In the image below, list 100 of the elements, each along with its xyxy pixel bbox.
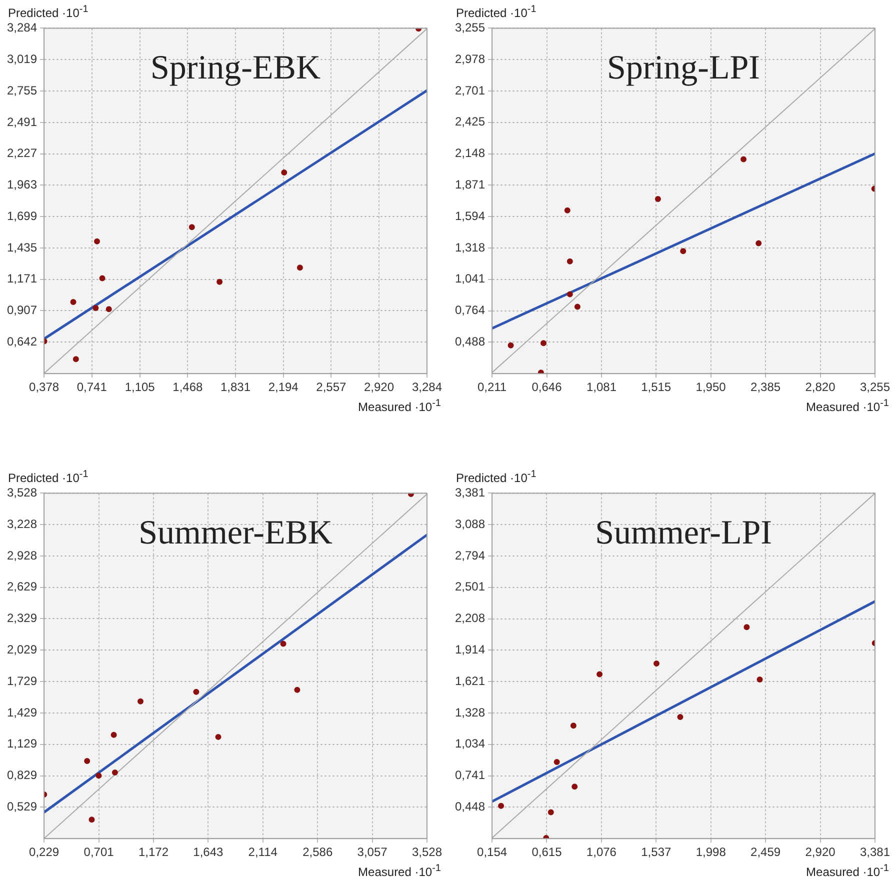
point (572, 784, 578, 790)
x-tick-label: 1,081 (586, 380, 617, 394)
point (566, 258, 573, 264)
x-tick-label: 1,105 (124, 380, 156, 394)
y-tick-label: 1,171 (7, 272, 38, 286)
point (84, 758, 90, 764)
x-axis-title: Measured ·10$^{-1}$ (806, 863, 889, 879)
point (654, 660, 660, 666)
x-tick-label: 0,741 (76, 380, 108, 394)
y-tick-label: 2,329 (7, 611, 38, 626)
y-tick-label: 2,701 (455, 83, 486, 98)
point (570, 722, 576, 729)
y-tick-label: 3,284 (7, 20, 38, 35)
point (112, 770, 118, 776)
x-tick-label: 1,831 (220, 380, 251, 394)
x-tick-label: 1,172 (138, 845, 169, 860)
y-tick-label: 0,642 (7, 334, 38, 349)
y-tick-label: 1,621 (455, 674, 486, 688)
y-tick-label: 3,228 (7, 516, 38, 531)
x-tick-label: 0,378 (29, 380, 60, 394)
x-tick-label: 0,211 (477, 380, 507, 394)
y-tick-label: 2,227 (7, 146, 38, 160)
x-tick-label: 1,537 (641, 845, 672, 860)
point (215, 734, 222, 740)
y-tick-label: 3,528 (7, 486, 38, 500)
x-tick-label: 3,528 (412, 845, 442, 860)
point (540, 340, 546, 346)
point (654, 196, 661, 202)
x-tick-label: 0,154 (477, 845, 508, 860)
y-tick-label: 1,041 (455, 272, 486, 286)
x-tick-label: 2,459 (750, 845, 781, 860)
point (744, 624, 750, 630)
x-tick-label: 0,615 (532, 845, 562, 860)
x-tick-label: 2,586 (302, 845, 333, 860)
point (137, 698, 144, 704)
y-tick-label: 1,914 (455, 642, 486, 657)
y-tick-label: 1,328 (455, 705, 486, 720)
x-tick-label: 3,057 (357, 845, 388, 860)
y-tick-label: 0,529 (7, 800, 38, 814)
point (280, 640, 286, 647)
x-tick-label: 3,255 (860, 380, 890, 394)
x-tick-label: 2,114 (248, 845, 278, 860)
x-tick-label: 1,515 (641, 380, 672, 394)
x-tick-label: 0,229 (29, 845, 60, 860)
point (99, 275, 106, 282)
point (564, 207, 570, 214)
y-tick-label: 0,764 (455, 303, 486, 318)
y-tick-label: 2,425 (455, 114, 486, 129)
x-axis-title: Measured ·10$^{-1}$ (806, 398, 889, 414)
x-axis-title: Measured ·10$^{-1}$ (358, 863, 441, 879)
point (680, 248, 686, 254)
y-tick-label: 2,029 (7, 642, 38, 656)
point (756, 240, 762, 246)
y-tick-label: 2,208 (455, 611, 486, 626)
point (756, 676, 763, 683)
y-tick-label: 3,088 (455, 516, 486, 531)
y-tick-label: 0,907 (7, 303, 38, 318)
y-tick-label: 1,435 (7, 240, 38, 254)
point (96, 772, 102, 779)
y-tick-label: 0,829 (7, 768, 38, 782)
point (193, 688, 200, 695)
y-tick-label: 2,928 (7, 548, 38, 562)
x-tick-label: 2,557 (316, 380, 347, 394)
x-tick-label: 1,643 (193, 845, 224, 860)
y-tick-label: 1,871 (455, 178, 486, 192)
x-tick-label: 2,920 (805, 845, 836, 860)
x-tick-label: 2,385 (750, 380, 781, 394)
text: Summer-LPI (595, 514, 772, 552)
y-tick-label: 2,629 (7, 580, 38, 594)
point (92, 304, 99, 311)
point (548, 809, 554, 816)
point (566, 291, 573, 298)
y-tick-label: 0,448 (455, 799, 486, 814)
point (88, 816, 95, 823)
x-tick-label: 0,646 (532, 380, 562, 394)
point (508, 342, 514, 348)
y-tick-label: 2,501 (455, 580, 486, 594)
text: Summer-EBK (138, 514, 333, 552)
point (110, 732, 117, 738)
point (498, 802, 504, 809)
x-tick-label: 1,468 (172, 380, 204, 394)
y-tick-label: 1,129 (7, 736, 38, 751)
y-axis-title: Predicted ·10$^{-1}$ (456, 469, 536, 485)
y-tick-label: 3,255 (455, 20, 486, 35)
point (677, 714, 684, 720)
point (70, 299, 76, 306)
y-tick-label: 0,741 (455, 768, 486, 782)
y-tick-label: 2,755 (7, 83, 38, 98)
y-axis-title: Predicted ·10$^{-1}$ (8, 4, 88, 20)
y-tick-label: 1,699 (7, 208, 38, 223)
y-tick-label: 2,978 (455, 52, 486, 66)
point (294, 686, 300, 693)
x-tick-label: 2,194 (268, 380, 299, 394)
point (188, 224, 195, 230)
text: Spring-LPI (607, 50, 760, 87)
y-axis-title: Predicted ·10$^{-1}$ (8, 469, 88, 485)
x-axis-title: Measured ·10$^{-1}$ (358, 398, 441, 414)
point (72, 356, 79, 362)
y-tick-label: 1,594 (455, 208, 486, 223)
x-tick-label: 1,076 (586, 845, 617, 860)
